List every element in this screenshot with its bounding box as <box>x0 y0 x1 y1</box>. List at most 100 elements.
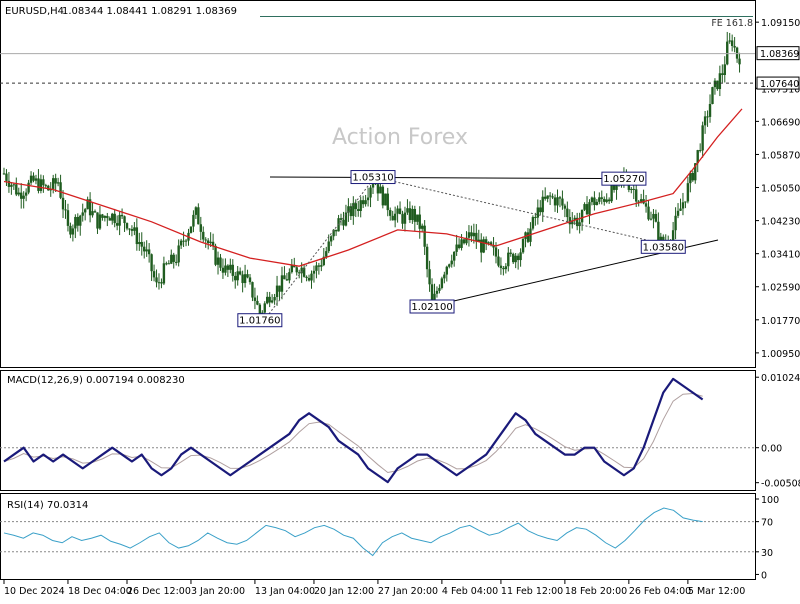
rsi-tick-label: 70 <box>761 518 773 529</box>
candle-body <box>627 182 631 190</box>
candle-body <box>553 197 557 206</box>
candle-body <box>654 213 658 222</box>
candle-body <box>332 229 335 237</box>
candle-body <box>162 263 166 284</box>
annotation-box <box>350 170 396 185</box>
candle-body <box>512 253 515 263</box>
candle-body <box>280 275 284 292</box>
candle-body <box>652 213 655 219</box>
candle-body <box>224 265 227 273</box>
candle-body <box>290 264 294 273</box>
candle-body <box>497 256 500 266</box>
candle-body <box>288 272 291 281</box>
candle-body <box>561 198 564 206</box>
watermark: Action Forex <box>332 125 468 150</box>
candle-body <box>706 116 709 118</box>
candle-body <box>229 264 232 270</box>
candle-body <box>115 223 119 226</box>
candle-body <box>364 200 367 205</box>
candle-body <box>583 204 586 210</box>
candle-body <box>492 245 495 248</box>
candle-body <box>482 239 485 253</box>
time-tick-label: 11 Feb 12:00 <box>501 586 563 597</box>
price-annotation: 1.01760 <box>237 313 283 328</box>
candle-body <box>435 290 439 294</box>
candle-body <box>588 202 591 215</box>
candle-body <box>79 215 82 226</box>
candle-body <box>413 208 417 222</box>
candle-body <box>637 201 640 203</box>
candle-body <box>393 213 397 221</box>
candle-body <box>507 252 510 267</box>
candle-body <box>639 199 643 202</box>
candle-body <box>558 197 562 199</box>
fib-leg-down <box>374 176 677 248</box>
candle-body <box>157 282 161 284</box>
candle-body <box>206 240 210 244</box>
candle-body <box>263 303 266 313</box>
candle-body <box>472 232 476 237</box>
candle-body <box>118 214 121 226</box>
candle-body <box>192 214 195 227</box>
candle-body <box>298 272 301 274</box>
candle-body <box>108 218 111 221</box>
candle-body <box>644 203 648 207</box>
time-tick-label: 13 Jan 04:00 <box>255 586 315 597</box>
candle-body <box>194 207 198 215</box>
candle-body <box>489 242 493 246</box>
candle-body <box>391 215 394 221</box>
candle-body <box>548 195 552 197</box>
macd-panel-frame <box>0 370 756 491</box>
candle-body <box>69 225 72 235</box>
candle-body <box>389 210 392 216</box>
candle-body <box>610 184 613 202</box>
candle-body <box>251 282 254 298</box>
candle-body <box>342 219 345 226</box>
candle-body <box>440 278 444 288</box>
candle-body <box>416 214 419 222</box>
candle-body <box>219 257 222 268</box>
candle-body <box>29 175 33 183</box>
macd-layer <box>0 377 755 484</box>
candle-body <box>361 200 365 205</box>
candle-body <box>681 202 685 209</box>
candle-body <box>44 185 48 187</box>
candle-body <box>61 197 65 210</box>
candle-body <box>120 214 124 217</box>
candle-body <box>438 287 441 291</box>
candle-body <box>236 271 239 281</box>
candle-body <box>578 222 581 227</box>
candle-body <box>7 180 11 187</box>
candle-body <box>735 47 739 59</box>
candle-body <box>580 209 584 223</box>
candle-body <box>612 184 616 190</box>
candle-body <box>477 239 480 242</box>
price-tick-label: 1.04230 <box>761 217 800 228</box>
candle-body <box>418 214 421 229</box>
candle-body <box>143 246 146 252</box>
candle-body <box>27 182 30 193</box>
candle-body <box>514 255 517 263</box>
candle-body <box>359 200 362 211</box>
rsi-panel-frame <box>0 493 756 580</box>
candle-body <box>91 211 94 216</box>
candle-body <box>635 189 638 202</box>
rsi-line <box>3 507 703 557</box>
candle-body <box>172 254 175 262</box>
candle-body <box>155 277 158 283</box>
candle-body <box>546 195 549 199</box>
candle-body <box>106 215 109 219</box>
candle-body <box>295 267 298 273</box>
candle-body <box>184 240 188 242</box>
candle-body <box>202 231 205 240</box>
current-price-tag: 1.08369 <box>756 46 800 61</box>
candle-body <box>307 277 311 281</box>
candle-body <box>470 232 473 237</box>
annotation-box <box>601 171 647 186</box>
candle-body <box>103 215 107 218</box>
candle-body <box>258 304 262 316</box>
candle-body <box>275 285 279 298</box>
candle-body <box>170 254 173 264</box>
rsi-tick-label: 30 <box>761 548 773 559</box>
macd-tick-label: -0.005081 <box>761 479 800 490</box>
